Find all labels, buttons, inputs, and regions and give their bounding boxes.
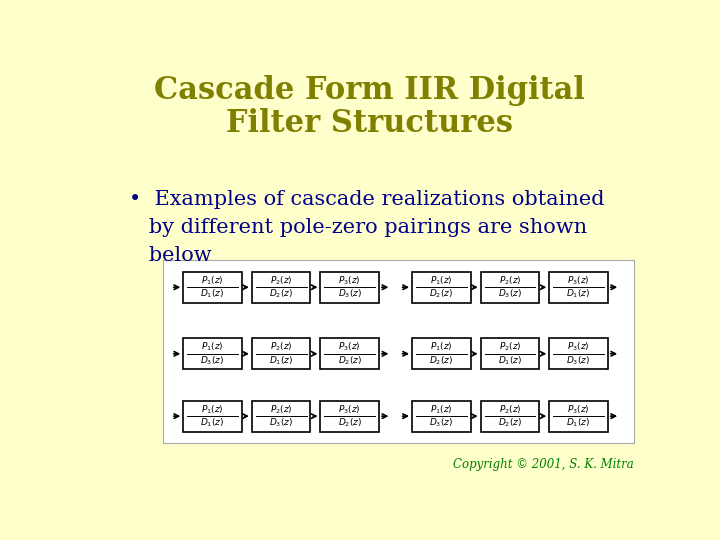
Bar	[412, 338, 471, 369]
Text: •  Examples of cascade realizations obtained: • Examples of cascade realizations obtai…	[129, 190, 605, 208]
Bar	[481, 401, 539, 432]
Text: $P_1(z)$: $P_1(z)$	[201, 403, 224, 416]
Text: $D_2(z)$: $D_2(z)$	[429, 354, 454, 367]
Text: $D_3(z)$: $D_3(z)$	[200, 354, 225, 367]
Text: $D_1(z)$: $D_1(z)$	[498, 354, 522, 367]
Bar	[412, 272, 471, 303]
Text: $P_2(z)$: $P_2(z)$	[498, 341, 521, 354]
Text: $P_3(z)$: $P_3(z)$	[567, 274, 590, 287]
Text: $D_2(z)$: $D_2(z)$	[338, 417, 362, 429]
Bar	[183, 401, 242, 432]
Text: $D_3(z)$: $D_3(z)$	[567, 354, 590, 367]
Bar	[183, 272, 242, 303]
Text: $D_2(z)$: $D_2(z)$	[498, 417, 522, 429]
Bar	[549, 401, 608, 432]
Bar	[320, 272, 379, 303]
Bar	[549, 272, 608, 303]
Text: by different pole-zero pairings are shown: by different pole-zero pairings are show…	[129, 218, 588, 237]
Bar	[481, 272, 539, 303]
Bar	[549, 338, 608, 369]
Text: $P_1(z)$: $P_1(z)$	[430, 274, 453, 287]
Bar	[412, 401, 471, 432]
Text: $P_3(z)$: $P_3(z)$	[338, 274, 361, 287]
Text: $P_3(z)$: $P_3(z)$	[338, 341, 361, 354]
Text: $P_1(z)$: $P_1(z)$	[201, 274, 224, 287]
Text: $P_2(z)$: $P_2(z)$	[498, 274, 521, 287]
Bar	[252, 401, 310, 432]
Text: below: below	[129, 246, 212, 265]
Text: Filter Structures: Filter Structures	[225, 109, 513, 139]
Text: $D_1(z)$: $D_1(z)$	[567, 417, 590, 429]
Text: $P_1(z)$: $P_1(z)$	[430, 341, 453, 354]
Text: $D_2(z)$: $D_2(z)$	[269, 288, 293, 300]
Bar	[320, 338, 379, 369]
Text: Copyright © 2001, S. K. Mitra: Copyright © 2001, S. K. Mitra	[454, 458, 634, 471]
Text: $P_2(z)$: $P_2(z)$	[270, 274, 292, 287]
Text: $P_3(z)$: $P_3(z)$	[567, 403, 590, 416]
Text: $D_1(z)$: $D_1(z)$	[269, 354, 293, 367]
Text: $D_3(z)$: $D_3(z)$	[338, 288, 362, 300]
Text: $D_3(z)$: $D_3(z)$	[498, 288, 522, 300]
Text: $D_1(z)$: $D_1(z)$	[200, 288, 225, 300]
Text: $P_1(z)$: $P_1(z)$	[430, 403, 453, 416]
Text: $D_1(z)$: $D_1(z)$	[567, 288, 590, 300]
Text: $P_3(z)$: $P_3(z)$	[338, 403, 361, 416]
Text: $P_2(z)$: $P_2(z)$	[498, 403, 521, 416]
Bar	[183, 338, 242, 369]
Bar	[252, 338, 310, 369]
Bar	[163, 260, 634, 443]
Text: $P_3(z)$: $P_3(z)$	[567, 341, 590, 354]
Bar	[252, 272, 310, 303]
Text: $D_2(z)$: $D_2(z)$	[338, 354, 362, 367]
Bar	[481, 338, 539, 369]
Text: $P_2(z)$: $P_2(z)$	[270, 403, 292, 416]
Text: $P_1(z)$: $P_1(z)$	[201, 341, 224, 354]
Text: $D_1(z)$: $D_1(z)$	[200, 417, 225, 429]
Text: Cascade Form IIR Digital: Cascade Form IIR Digital	[153, 75, 585, 106]
Bar	[320, 401, 379, 432]
Text: $D_2(z)$: $D_2(z)$	[429, 288, 454, 300]
Text: $D_3(z)$: $D_3(z)$	[269, 417, 293, 429]
Text: $P_2(z)$: $P_2(z)$	[270, 341, 292, 354]
Text: $D_3(z)$: $D_3(z)$	[429, 417, 454, 429]
